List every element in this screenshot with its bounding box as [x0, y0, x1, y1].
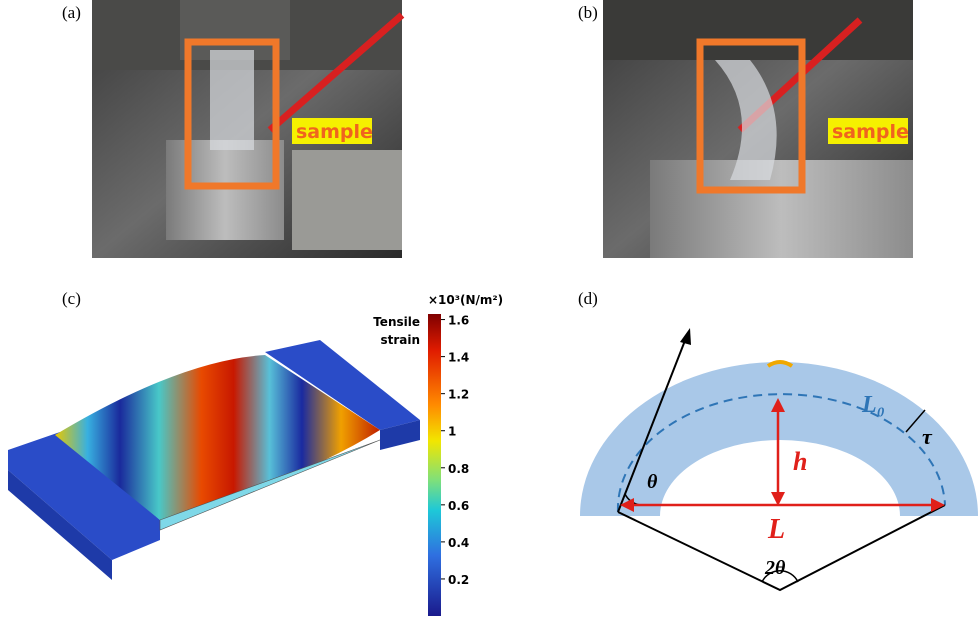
colorbar-tick-label: 1 — [448, 425, 456, 439]
colorbar-title: Tensile — [373, 315, 420, 329]
colorbar-tick-label: 0.2 — [448, 573, 469, 587]
symbol-h: h — [793, 447, 807, 476]
arch-diagram — [580, 328, 978, 590]
symbol-2theta: 2θ — [764, 557, 786, 579]
colorbar-unit: ×10³(N/m²) — [428, 293, 503, 307]
panel-label: (a) — [62, 3, 81, 22]
panel-label: (c) — [62, 289, 81, 308]
sample-tag: sample — [832, 121, 909, 143]
colorbar-tick-label: 0.4 — [448, 536, 469, 550]
panel-label: (b) — [578, 3, 598, 22]
colorbar-tick-label: 0.8 — [448, 462, 469, 476]
symbol-L: L — [767, 514, 785, 545]
symbol-tau: τ — [922, 424, 933, 449]
colorbar-tick-label: 1.4 — [448, 351, 469, 365]
colorbar-tick-label: 1.6 — [448, 314, 469, 328]
colorbar-tick-label: 1.2 — [448, 388, 469, 402]
colorbar — [428, 314, 441, 616]
figure: 0.2 0.4 0.6 0.8 1 1.2 1.4 1.6 (a) sample (b) sa… — [0, 0, 978, 621]
simulation — [8, 340, 420, 580]
panel-label: (d) — [578, 289, 598, 308]
symbol-L0: L₀ — [861, 392, 885, 418]
symbol-theta: θ — [647, 471, 658, 493]
colorbar-title: strain — [380, 333, 420, 347]
colorbar-tick-label: 0.6 — [448, 499, 469, 513]
sample-tag: sample — [296, 121, 373, 143]
